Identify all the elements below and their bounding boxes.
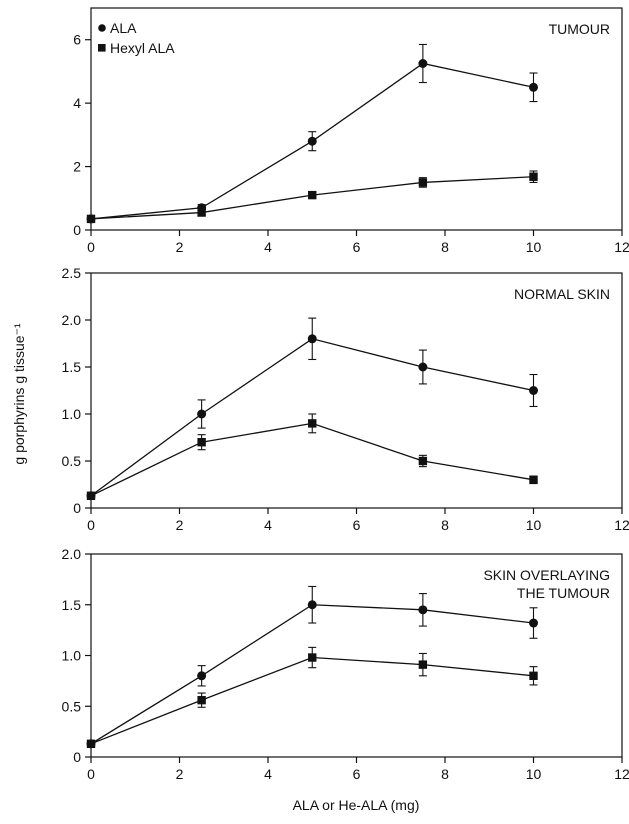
- data-point: [86, 214, 96, 224]
- x-tick-label: 2: [176, 766, 184, 782]
- x-tick-label: 10: [526, 517, 542, 533]
- data-point: [197, 409, 207, 419]
- data-point: [418, 362, 428, 372]
- y-tick-label: 0: [73, 749, 81, 765]
- y-tick-label: 2.0: [62, 312, 82, 328]
- data-point: [197, 438, 206, 447]
- data-point: [197, 671, 207, 681]
- y-tick-label: 2: [73, 159, 81, 175]
- legend-square-marker: [98, 44, 106, 52]
- data-point: [418, 59, 428, 68]
- panels: 0 2 4 6 8 10 12 0 2 4 6 TUMOUR 0 2 4 6 8 10 12 0 0.5 1.0 1.5 2.…: [62, 7, 629, 782]
- data-point: [86, 491, 96, 500]
- x-tick-label: 6: [353, 766, 361, 782]
- legend-item: ALA: [98, 20, 137, 36]
- x-tick-label: 8: [441, 517, 449, 533]
- series-hexyl-ala: [86, 646, 538, 749]
- data-point: [307, 334, 317, 344]
- x-tick-label: 10: [526, 766, 542, 782]
- y-tick-label: 1.5: [62, 359, 82, 375]
- x-tick-label: 4: [264, 517, 272, 533]
- x-axis-title: ALA or He-ALA (mg): [293, 797, 420, 813]
- series-line: [90, 656, 534, 745]
- y-tick-label: 1.0: [62, 648, 82, 664]
- panel-label: NORMAL SKIN: [514, 286, 610, 302]
- panel-2: 0 2 4 6 8 10 12 0 0.5 1.0 1.5 2.0 2.5 NORMAL SKIN: [62, 265, 629, 533]
- data-point: [529, 82, 538, 92]
- x-tick-label: 6: [353, 239, 361, 255]
- y-tick-label: 2.5: [62, 265, 82, 281]
- data-point: [529, 671, 538, 680]
- plot-frame: [90, 272, 623, 509]
- y-tick-label: 4: [73, 95, 81, 111]
- x-tick-label: 0: [87, 766, 95, 782]
- y-tick-label: 2.0: [62, 546, 82, 562]
- legend-circle-marker: [98, 24, 106, 32]
- data-point: [529, 172, 538, 181]
- data-point: [86, 739, 96, 749]
- x-tick-label: 6: [353, 517, 361, 533]
- legend: ALA Hexyl ALA: [98, 20, 175, 56]
- y-tick-label: 6: [73, 32, 81, 48]
- data-point: [529, 475, 538, 484]
- panel-label: THE TUMOUR: [517, 585, 610, 601]
- x-tick-label: 12: [614, 517, 629, 533]
- x-tick-label: 4: [264, 239, 272, 255]
- y-tick-label: 0.5: [62, 453, 82, 469]
- data-point: [197, 695, 206, 705]
- series-line: [90, 604, 534, 745]
- panel-label: SKIN OVERLAYING: [483, 567, 610, 583]
- x-tick-label: 4: [264, 766, 272, 782]
- x-tick-label: 2: [176, 239, 184, 255]
- data-point: [529, 386, 538, 395]
- y-tick-label: 1.0: [62, 406, 82, 422]
- x-tick-label: 8: [441, 239, 449, 255]
- x-tick-label: 10: [526, 239, 542, 255]
- x-tick-label: 2: [176, 517, 184, 533]
- panel-3: 0 2 4 6 8 10 12 0 0.5 1.0 1.5 2.0 SKIN OVERLAYING THE…: [62, 546, 629, 782]
- data-point: [529, 618, 538, 628]
- series-line: [90, 422, 534, 497]
- data-point: [418, 456, 428, 466]
- data-point: [307, 136, 317, 146]
- data-point: [308, 419, 317, 428]
- y-tick-label: 0: [73, 500, 81, 516]
- data-point: [418, 660, 428, 669]
- data-point: [307, 600, 317, 610]
- y-tick-label: 1.5: [62, 597, 82, 613]
- x-tick-label: 12: [614, 239, 629, 255]
- data-point: [418, 605, 428, 615]
- legend-label: ALA: [110, 20, 137, 36]
- series-hexyl-ala: [86, 170, 538, 224]
- panel-label: TUMOUR: [549, 21, 610, 37]
- y-tick-label: 0.5: [62, 698, 82, 714]
- legend-label: Hexyl ALA: [110, 40, 175, 56]
- data-point: [197, 208, 206, 217]
- y-tick-label: 0: [73, 222, 81, 238]
- series-ala: [86, 317, 538, 501]
- x-tick-label: 0: [87, 239, 95, 255]
- data-point: [308, 190, 317, 200]
- panel-1: 0 2 4 6 8 10 12 0 2 4 6 TUMOUR: [73, 7, 629, 255]
- series-hexyl-ala: [86, 413, 538, 500]
- x-tick-label: 8: [441, 766, 449, 782]
- x-tick-label: 12: [614, 766, 629, 782]
- data-point: [418, 178, 428, 187]
- data-point: [308, 653, 317, 662]
- y-axis-title: g porphyrins g tissue⁻¹: [11, 323, 27, 465]
- x-tick-label: 0: [87, 517, 95, 533]
- legend-item: Hexyl ALA: [98, 40, 175, 56]
